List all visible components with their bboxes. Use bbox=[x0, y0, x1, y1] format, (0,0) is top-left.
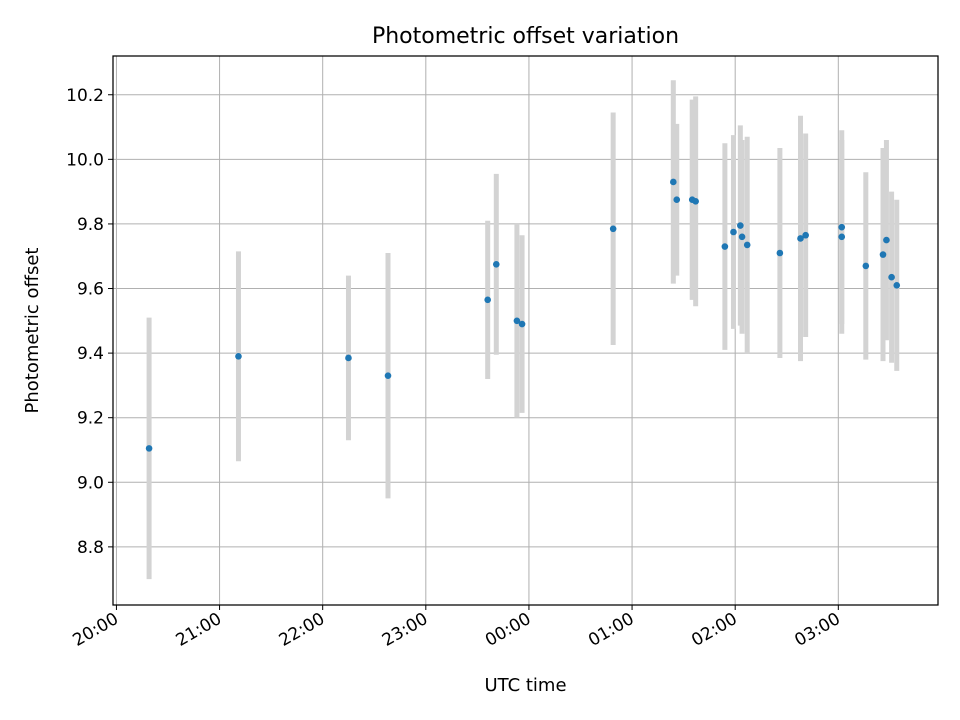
y-tick-label: 9.6 bbox=[77, 280, 104, 300]
data-point bbox=[492, 260, 500, 268]
data-point bbox=[737, 222, 744, 229]
data-point bbox=[883, 236, 890, 244]
y-tick-label: 9.0 bbox=[77, 473, 104, 493]
data-point bbox=[692, 198, 699, 205]
data-point bbox=[513, 317, 521, 325]
y-tick-label: 8.8 bbox=[77, 538, 104, 558]
data-point bbox=[893, 281, 901, 289]
data-point bbox=[888, 273, 895, 281]
data-point bbox=[776, 249, 784, 257]
y-tick-label: 9.4 bbox=[77, 344, 104, 364]
y-tick-label: 9.8 bbox=[77, 215, 104, 235]
data-point bbox=[673, 196, 681, 204]
x-axis-label: UTC time bbox=[484, 675, 566, 696]
y-tick-label: 10.2 bbox=[66, 86, 104, 106]
plot-frame bbox=[112, 55, 939, 606]
data-point bbox=[145, 445, 153, 452]
data-point bbox=[797, 235, 804, 242]
data-point bbox=[862, 262, 870, 270]
data-point bbox=[670, 178, 677, 186]
y-tick-label: 9.2 bbox=[77, 409, 104, 429]
data-points bbox=[145, 178, 901, 452]
chart-title: Photometric offset variation bbox=[372, 24, 679, 49]
y-axis-ticks: 8.8 9.0 9.2 9.4 9.6 9.8 10.0 10.2 bbox=[66, 86, 113, 558]
y-axis-label: Photometric offset bbox=[22, 248, 43, 414]
y-tick-label: 10.0 bbox=[66, 150, 104, 170]
data-point bbox=[235, 353, 242, 360]
data-point bbox=[721, 243, 729, 250]
data-point bbox=[802, 231, 809, 239]
data-point bbox=[518, 320, 526, 328]
data-point bbox=[838, 233, 846, 241]
data-point bbox=[484, 296, 491, 304]
data-point bbox=[609, 225, 617, 233]
data-point bbox=[738, 233, 746, 241]
data-point bbox=[743, 241, 751, 249]
data-point bbox=[345, 354, 352, 362]
data-point bbox=[879, 251, 887, 258]
data-point bbox=[730, 228, 737, 236]
data-point bbox=[838, 223, 846, 231]
data-point bbox=[384, 372, 392, 380]
